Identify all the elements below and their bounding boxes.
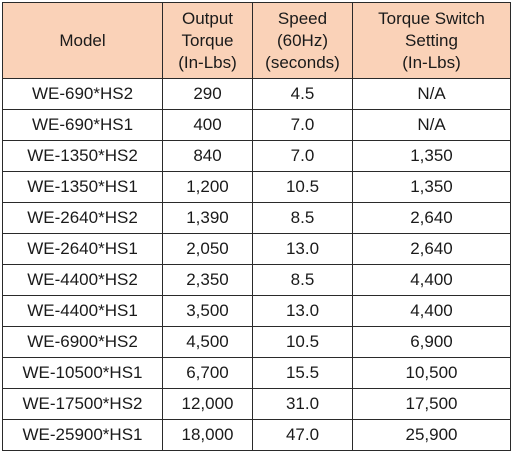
header-torque-switch-line: Torque Switch bbox=[378, 8, 485, 28]
cell-speed: 7.0 bbox=[252, 140, 353, 172]
header-output-torque-line: Output bbox=[181, 8, 234, 28]
cell-torque-switch: 6,900 bbox=[352, 326, 511, 358]
table-row: WE-690*HS1 400 7.0 N/A bbox=[2, 109, 511, 141]
cell-speed: 31.0 bbox=[252, 388, 353, 420]
cell-torque-switch: N/A bbox=[352, 78, 511, 110]
cell-model: WE-17500*HS2 bbox=[2, 388, 163, 420]
cell-output-torque: 18,000 bbox=[162, 419, 253, 451]
table-row: WE-690*HS2 290 4.5 N/A bbox=[2, 78, 511, 110]
cell-model: WE-2640*HS1 bbox=[2, 233, 163, 265]
cell-output-torque: 290 bbox=[162, 78, 253, 110]
cell-model: WE-690*HS2 bbox=[2, 78, 163, 110]
cell-model: WE-1350*HS2 bbox=[2, 140, 163, 172]
cell-model: WE-4400*HS1 bbox=[2, 295, 163, 327]
table-row: WE-6900*HS2 4,500 10.5 6,900 bbox=[2, 326, 511, 358]
table-row: WE-2640*HS2 1,390 8.5 2,640 bbox=[2, 202, 511, 234]
cell-speed: 13.0 bbox=[252, 233, 353, 265]
cell-output-torque: 1,390 bbox=[162, 202, 253, 234]
cell-torque-switch: 4,400 bbox=[352, 295, 511, 327]
table-row: WE-25900*HS1 18,000 47.0 25,900 bbox=[2, 419, 511, 451]
cell-model: WE-25900*HS1 bbox=[2, 419, 163, 451]
cell-output-torque: 4,500 bbox=[162, 326, 253, 358]
cell-model: WE-6900*HS2 bbox=[2, 326, 163, 358]
table-row: WE-4400*HS2 2,350 8.5 4,400 bbox=[2, 264, 511, 296]
table-row: WE-1350*HS1 1,200 10.5 1,350 bbox=[2, 171, 511, 203]
cell-output-torque: 2,050 bbox=[162, 233, 253, 265]
cell-speed: 7.0 bbox=[252, 109, 353, 141]
cell-torque-switch: N/A bbox=[352, 109, 511, 141]
table-row: WE-17500*HS2 12,000 31.0 17,500 bbox=[2, 388, 511, 420]
header-torque-switch-line: (In-Lbs) bbox=[402, 52, 461, 72]
cell-speed: 15.5 bbox=[252, 357, 353, 389]
header-speed-line: Speed bbox=[277, 8, 328, 28]
header-speed-line: (60Hz) bbox=[276, 30, 328, 50]
cell-output-torque: 400 bbox=[162, 109, 253, 141]
header-torque-switch-line: Setting bbox=[405, 30, 458, 50]
table-row: WE-4400*HS1 3,500 13.0 4,400 bbox=[2, 295, 511, 327]
header-model: Model bbox=[2, 2, 163, 79]
cell-model: WE-10500*HS1 bbox=[2, 357, 163, 389]
header-model-line: Model bbox=[59, 30, 106, 50]
table-row: WE-1350*HS2 840 7.0 1,350 bbox=[2, 140, 511, 172]
table-header-row: Model Output Torque (In-Lbs) Speed (60Hz… bbox=[2, 2, 511, 79]
cell-model: WE-2640*HS2 bbox=[2, 202, 163, 234]
cell-speed: 10.5 bbox=[252, 326, 353, 358]
cell-model: WE-1350*HS1 bbox=[2, 171, 163, 203]
header-output-torque: Output Torque (In-Lbs) bbox=[162, 2, 253, 79]
cell-output-torque: 2,350 bbox=[162, 264, 253, 296]
cell-output-torque: 6,700 bbox=[162, 357, 253, 389]
header-speed: Speed (60Hz) (seconds) bbox=[252, 2, 353, 79]
cell-torque-switch: 2,640 bbox=[352, 233, 511, 265]
cell-speed: 4.5 bbox=[252, 78, 353, 110]
header-speed-line: (seconds) bbox=[265, 52, 340, 72]
cell-output-torque: 12,000 bbox=[162, 388, 253, 420]
cell-torque-switch: 1,350 bbox=[352, 140, 511, 172]
actuator-spec-table: Model Output Torque (In-Lbs) Speed (60Hz… bbox=[2, 2, 511, 451]
cell-torque-switch: 17,500 bbox=[352, 388, 511, 420]
table-row: WE-2640*HS1 2,050 13.0 2,640 bbox=[2, 233, 511, 265]
cell-model: WE-4400*HS2 bbox=[2, 264, 163, 296]
cell-torque-switch: 4,400 bbox=[352, 264, 511, 296]
cell-speed: 10.5 bbox=[252, 171, 353, 203]
cell-torque-switch: 1,350 bbox=[352, 171, 511, 203]
header-output-torque-line: (In-Lbs) bbox=[178, 52, 237, 72]
cell-speed: 13.0 bbox=[252, 295, 353, 327]
table-row: WE-10500*HS1 6,700 15.5 10,500 bbox=[2, 357, 511, 389]
header-output-torque-line: Torque bbox=[181, 30, 234, 50]
cell-output-torque: 3,500 bbox=[162, 295, 253, 327]
cell-torque-switch: 2,640 bbox=[352, 202, 511, 234]
header-torque-switch-setting: Torque Switch Setting (In-Lbs) bbox=[352, 2, 511, 79]
cell-model: WE-690*HS1 bbox=[2, 109, 163, 141]
cell-speed: 47.0 bbox=[252, 419, 353, 451]
cell-speed: 8.5 bbox=[252, 202, 353, 234]
cell-output-torque: 840 bbox=[162, 140, 253, 172]
cell-speed: 8.5 bbox=[252, 264, 353, 296]
cell-torque-switch: 25,900 bbox=[352, 419, 511, 451]
cell-output-torque: 1,200 bbox=[162, 171, 253, 203]
cell-torque-switch: 10,500 bbox=[352, 357, 511, 389]
